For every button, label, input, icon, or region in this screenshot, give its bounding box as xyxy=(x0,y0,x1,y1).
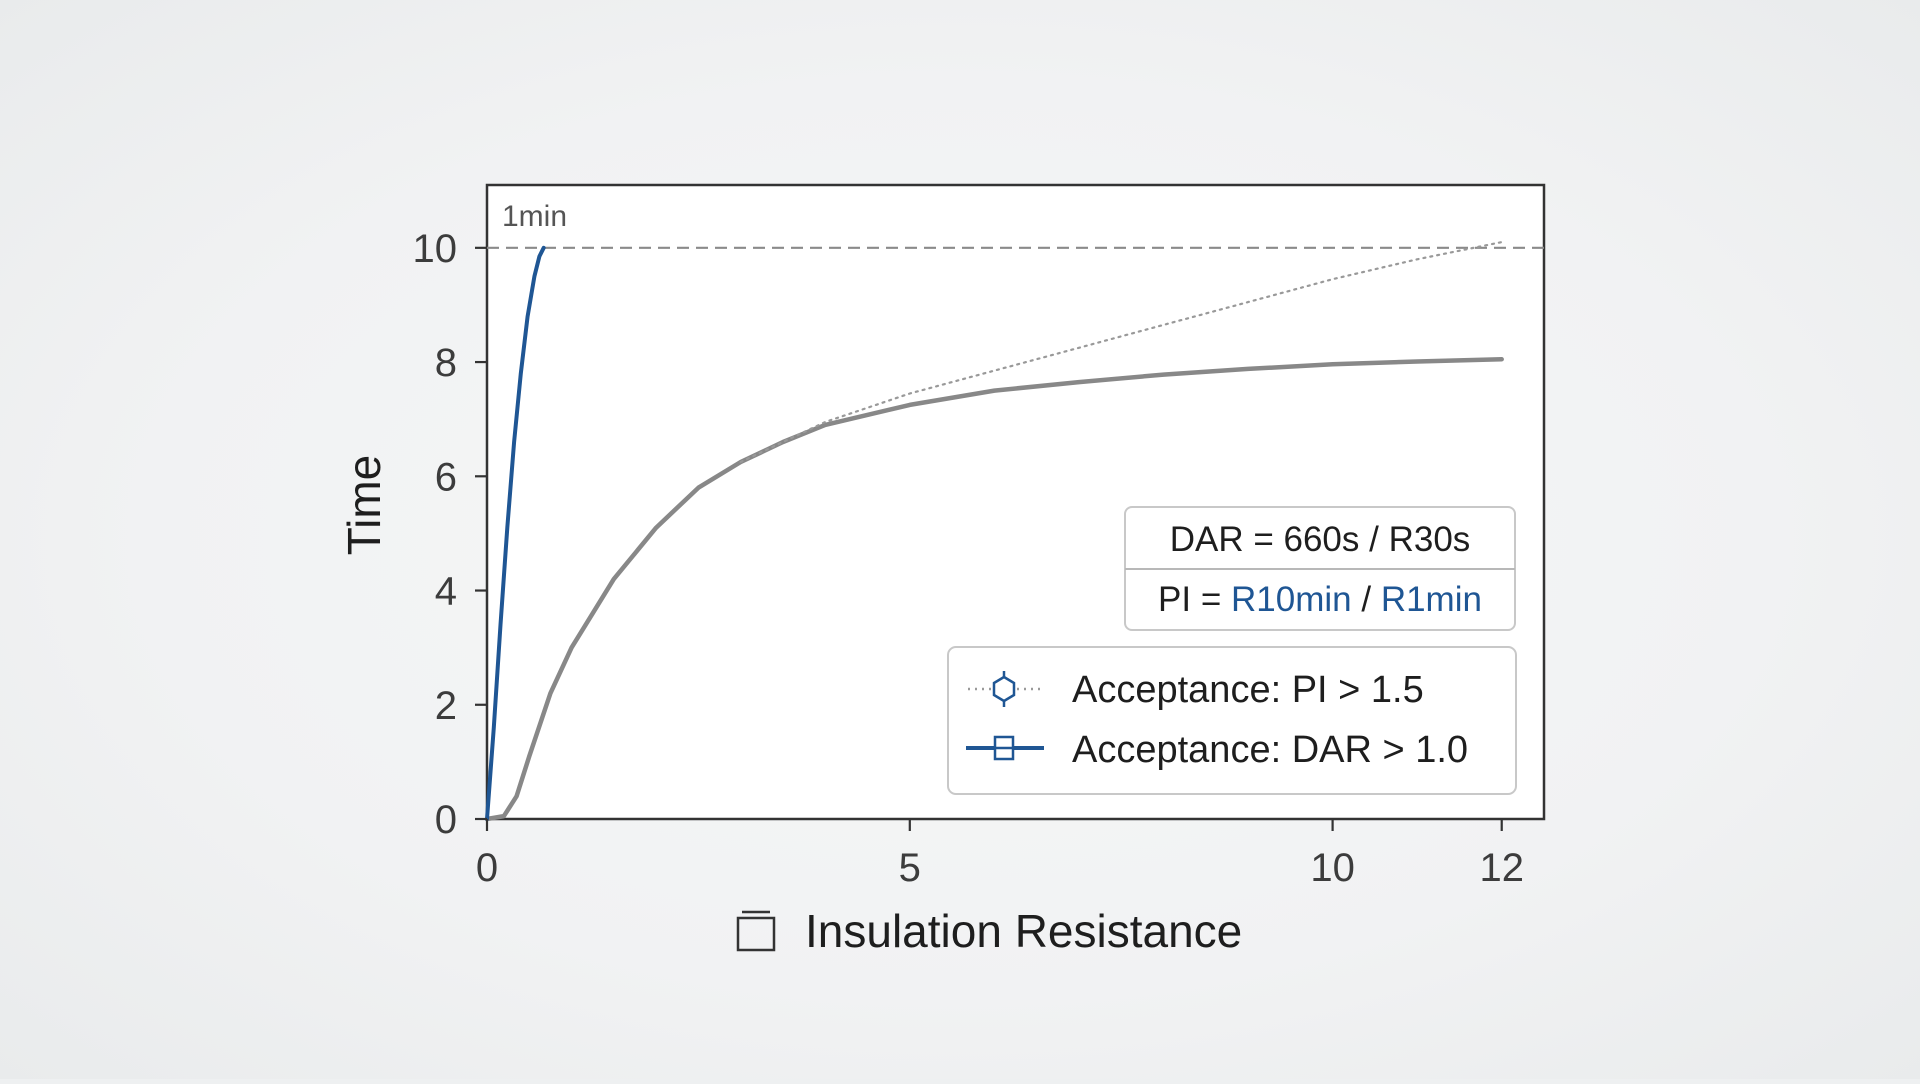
pi-formula: PI = R10min / R1min xyxy=(1158,580,1482,619)
legend-item-pi: Acceptance: PI > 1.5 xyxy=(968,669,1424,711)
legend-label-dar: Acceptance: DAR > 1.0 xyxy=(1072,729,1468,771)
pi-formula-separator: / xyxy=(1352,580,1381,619)
legend-label-pi: Acceptance: PI > 1.5 xyxy=(1072,669,1424,711)
tick-layer: 0 5 10 12 0 2 4 6 8 10 xyxy=(413,227,1524,890)
pi-formula-prefix: PI = xyxy=(1158,580,1231,619)
reference-line-label: 1min xyxy=(502,200,567,233)
series-layer xyxy=(484,241,1504,822)
series-line-pi xyxy=(739,241,1503,464)
y-tick-label: 4 xyxy=(435,570,457,614)
y-tick-label: 6 xyxy=(435,455,457,499)
x-tick-label: 10 xyxy=(1310,846,1355,890)
hexagon-marker-icon xyxy=(992,675,1016,703)
y-tick-label: 10 xyxy=(413,227,458,271)
formula-box: DAR = 660s / R30s PI = R10min / R1min xyxy=(1124,506,1516,631)
dar-formula: DAR = 660s / R30s xyxy=(1170,520,1471,559)
x-tick-label: 0 xyxy=(476,846,498,890)
pi-formula-numerator: R10min xyxy=(1231,580,1352,619)
y-tick-label: 0 xyxy=(435,798,457,842)
x-axis-title: Insulation Resistance xyxy=(805,905,1242,957)
clipboard-icon xyxy=(736,910,776,952)
x-tick-label: 5 xyxy=(899,846,921,890)
x-tick-label: 12 xyxy=(1479,846,1524,890)
y-tick-label: 8 xyxy=(435,341,457,385)
pi-formula-denominator: R1min xyxy=(1381,580,1482,619)
y-tick-label: 2 xyxy=(435,684,457,728)
series-line-dar xyxy=(485,245,546,821)
legend-item-dar: Acceptance: DAR > 1.0 xyxy=(966,729,1468,771)
y-axis-title: Time xyxy=(338,455,390,556)
legend: Acceptance: PI > 1.5 Acceptance: DAR > 1… xyxy=(947,646,1517,795)
